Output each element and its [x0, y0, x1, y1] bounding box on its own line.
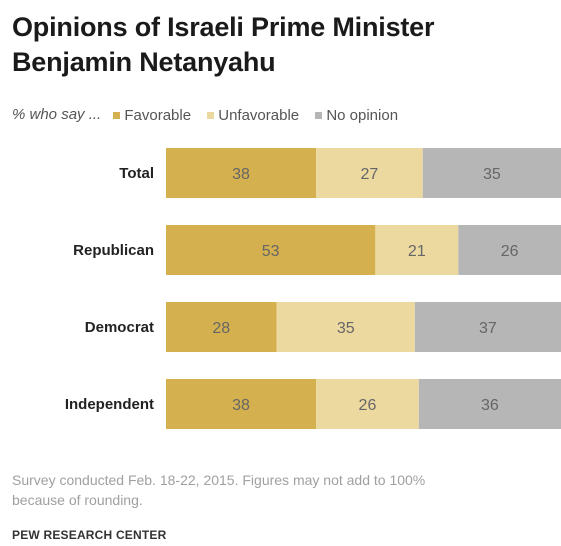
legend-swatch-favorable — [113, 112, 121, 119]
legend-label-unfavorable: Unfavorable — [218, 107, 300, 124]
data-label-total-no-opinion: 35 — [483, 166, 501, 183]
bar-democrat-unfavorable — [276, 302, 415, 352]
chart-title: Opinions of Israeli Prime Minister Benja… — [12, 10, 552, 80]
category-label-total: Total — [119, 165, 154, 182]
legend-item-favorable: Favorable — [113, 107, 191, 124]
data-label-total-unfavorable: 27 — [361, 166, 379, 183]
bar-republican-favorable — [166, 225, 376, 275]
legend: % who say ... Favorable Unfavorable No o… — [12, 106, 410, 124]
bar-republican-unfavorable — [375, 225, 459, 275]
note-line-1: Survey conducted Feb. 18-22, 2015. Figur… — [12, 472, 426, 488]
bar-total-no-opinion — [422, 148, 561, 198]
legend-item-no-opinion: No opinion — [315, 107, 398, 124]
bar-republican-no-opinion — [458, 225, 561, 275]
data-label-independent-no-opinion: 36 — [481, 397, 499, 414]
data-label-democrat-unfavorable: 35 — [337, 320, 355, 337]
bar-democrat-favorable — [166, 302, 277, 352]
data-label-republican-no-opinion: 26 — [501, 243, 519, 260]
data-label-republican-favorable: 53 — [262, 243, 280, 260]
category-label-republican: Republican — [73, 242, 154, 259]
bar-total-favorable — [166, 148, 317, 198]
data-label-total-favorable: 38 — [232, 166, 250, 183]
data-label-democrat-no-opinion: 37 — [479, 320, 497, 337]
bar-independent-no-opinion — [418, 379, 561, 429]
note-line-2: because of rounding. — [12, 492, 143, 508]
legend-swatch-unfavorable — [207, 112, 215, 119]
bar-total-unfavorable — [316, 148, 423, 198]
data-label-democrat-favorable: 28 — [212, 320, 230, 337]
source-credit: PEW RESEARCH CENTER — [12, 528, 167, 542]
bar-independent-unfavorable — [316, 379, 419, 429]
category-label-democrat: Democrat — [85, 319, 154, 336]
legend-label-no-opinion: No opinion — [326, 107, 399, 124]
stacked-bar-chart: Total 38 27 35 Republican 53 21 26 Democrat 28 35 3… — [65, 148, 561, 429]
title-line-1: Opinions of Israeli Prime Minister — [12, 12, 435, 42]
data-label-independent-unfavorable: 26 — [359, 397, 377, 414]
legend-swatch-no-opinion — [315, 112, 323, 119]
data-label-republican-unfavorable: 21 — [408, 243, 426, 260]
legend-item-unfavorable: Unfavorable — [207, 107, 299, 124]
bar-independent-favorable — [166, 379, 317, 429]
title-line-2: Benjamin Netanyahu — [12, 47, 276, 77]
category-label-independent: Independent — [65, 396, 154, 413]
legend-label-favorable: Favorable — [124, 107, 192, 124]
legend-prefix: % who say ... — [12, 106, 102, 123]
bar-democrat-no-opinion — [414, 302, 561, 352]
survey-note: Survey conducted Feb. 18-22, 2015. Figur… — [12, 470, 557, 510]
data-label-independent-favorable: 38 — [232, 397, 250, 414]
